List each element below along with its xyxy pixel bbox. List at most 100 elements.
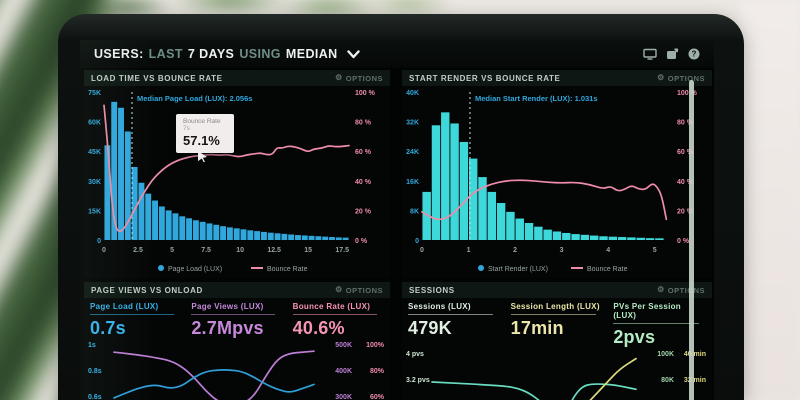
svg-text:60%: 60% <box>370 394 385 400</box>
svg-text:4 pvs: 4 pvs <box>406 351 424 358</box>
svg-text:45K: 45K <box>88 149 101 156</box>
svg-text:400K: 400K <box>335 368 352 375</box>
options-button[interactable]: ⚙ OPTIONS <box>335 286 383 295</box>
options-button[interactable]: ⚙ OPTIONS <box>657 286 705 295</box>
svg-text:0: 0 <box>420 247 424 254</box>
legend-dot <box>478 265 484 271</box>
page-views-sparkline[interactable]: 1s 0.8s 0.6s 500K 100% 400K 80% 300K 60% <box>84 339 390 400</box>
svg-text:3: 3 <box>560 247 564 254</box>
panel-title: PAGE VIEWS VS ONLOAD <box>91 285 203 295</box>
load-time-chart[interactable]: 75K 60K 45K 30K 15K 0 100 % 80 % 60 % 40 % 20 % 0 %… <box>84 86 390 278</box>
header-aggregate[interactable]: MEDIAN <box>285 47 338 61</box>
tooltip-value: 57.1% <box>183 133 220 148</box>
metric-value: 40.6% <box>292 318 345 338</box>
gear-icon: ⚙ <box>335 73 343 82</box>
svg-text:80 %: 80 % <box>355 120 372 127</box>
svg-text:100K: 100K <box>657 351 674 358</box>
bounce-rate-tooltip: Bounce Rate 7s 57.1% <box>176 114 234 162</box>
metric-label: Page Load (LUX) <box>90 302 159 311</box>
svg-text:0: 0 <box>415 238 419 245</box>
options-button[interactable]: ⚙ OPTIONS <box>657 74 705 83</box>
metric-underline <box>292 314 377 315</box>
svg-text:60 %: 60 % <box>355 149 372 156</box>
laptop-bezel: USERS: LAST 7 DAYS USING MEDIAN <box>58 14 744 400</box>
start-render-chart[interactable]: 40K 32K 24K 16K 8K 0 100 % 80 % 60 % 40 % 20 % 0 % 0… <box>402 86 712 278</box>
svg-text:5: 5 <box>170 247 174 254</box>
dashboard-screen: USERS: LAST 7 DAYS USING MEDIAN <box>80 40 714 400</box>
metric-label: Page Views (LUX) <box>191 302 264 311</box>
svg-text:3.2 pvs: 3.2 pvs <box>406 377 430 384</box>
metric-underline <box>90 314 175 315</box>
svg-text:0 %: 0 % <box>355 238 368 245</box>
metric-session-length: Session Length (LUX) 17min <box>510 302 604 348</box>
bars-load_time <box>104 101 349 240</box>
metric-underline <box>408 314 494 315</box>
svg-text:15: 15 <box>304 247 312 254</box>
wall-background <box>740 0 800 400</box>
metric-label: PVs Per Session (LUX) <box>613 302 681 320</box>
gear-icon: ⚙ <box>335 285 343 294</box>
panel-sessions: SESSIONS ⚙ OPTIONS Sessions (LUX) 479K S… <box>402 282 712 400</box>
options-label: OPTIONS <box>667 73 705 83</box>
metric-row: Page Load (LUX) 0.7s Page Views (LUX) 2.… <box>84 298 390 339</box>
gear-icon: ⚙ <box>657 73 665 82</box>
svg-text:?: ? <box>692 50 697 59</box>
svg-text:40 min: 40 min <box>684 351 706 358</box>
svg-text:12.5: 12.5 <box>267 247 281 254</box>
svg-text:15K: 15K <box>88 208 101 215</box>
series-page-load <box>113 369 315 399</box>
panel-sessions-header: SESSIONS ⚙ OPTIONS <box>402 282 712 298</box>
metric-sessions: Sessions (LUX) 479K <box>408 302 501 348</box>
display-icon[interactable] <box>643 48 657 60</box>
legend-dot <box>158 265 164 271</box>
chevron-down-icon[interactable] <box>346 49 360 59</box>
svg-text:80 %: 80 % <box>677 120 694 127</box>
metric-label: Session Length (LUX) <box>510 302 600 311</box>
header-range[interactable]: 7 DAYS <box>187 47 235 61</box>
panel-page-views: PAGE VIEWS VS ONLOAD ⚙ OPTIONS Page Load… <box>84 282 390 400</box>
svg-text:32 min: 32 min <box>684 377 706 384</box>
tooltip-x-label: 7s <box>183 125 190 132</box>
scrollbar[interactable] <box>689 80 694 400</box>
svg-text:100 %: 100 % <box>355 90 376 97</box>
svg-text:500K: 500K <box>335 342 352 349</box>
metric-page-views: Page Views (LUX) 2.7Mpvs <box>191 302 282 339</box>
tooltip-series: Bounce Rate <box>183 118 221 125</box>
svg-text:1: 1 <box>467 247 471 254</box>
svg-text:2.5: 2.5 <box>133 247 143 254</box>
bounce-rate-line <box>103 104 350 233</box>
panel-page-views-header: PAGE VIEWS VS ONLOAD ⚙ OPTIONS <box>84 282 390 298</box>
svg-text:0.6s: 0.6s <box>88 394 102 400</box>
panel-title: LOAD TIME VS BOUNCE RATE <box>91 73 223 83</box>
share-icon[interactable] <box>666 48 679 60</box>
metric-value: 2.7Mpvs <box>191 318 264 338</box>
metric-underline <box>510 314 596 315</box>
metric-row: Sessions (LUX) 479K Session Length (LUX)… <box>402 298 712 348</box>
panel-title: SESSIONS <box>409 285 455 295</box>
options-button[interactable]: ⚙ OPTIONS <box>335 74 383 83</box>
options-label: OPTIONS <box>345 73 383 83</box>
options-label: OPTIONS <box>345 285 383 295</box>
svg-text:10: 10 <box>236 247 244 254</box>
svg-text:2: 2 <box>513 247 517 254</box>
svg-text:Bounce Rate: Bounce Rate <box>267 266 308 273</box>
svg-text:80K: 80K <box>661 377 674 384</box>
svg-text:60 %: 60 % <box>677 149 694 156</box>
svg-text:1s: 1s <box>88 342 96 349</box>
svg-text:Bounce Rate: Bounce Rate <box>587 266 628 273</box>
help-icon[interactable]: ? <box>688 48 700 60</box>
panel-start-render: START RENDER VS BOUNCE RATE ⚙ OPTIONS 40… <box>402 70 712 278</box>
metric-value: 2pvs <box>613 327 656 347</box>
panel-title: START RENDER VS BOUNCE RATE <box>409 73 561 83</box>
metric-underline <box>613 323 699 324</box>
svg-text:0: 0 <box>97 238 101 245</box>
svg-text:40K: 40K <box>406 90 419 97</box>
panel-start-render-header: START RENDER VS BOUNCE RATE ⚙ OPTIONS <box>402 70 712 86</box>
svg-text:Start Render (LUX): Start Render (LUX) <box>488 266 548 273</box>
svg-text:32K: 32K <box>406 120 419 127</box>
app-header: USERS: LAST 7 DAYS USING MEDIAN <box>80 40 714 68</box>
options-label: OPTIONS <box>667 285 705 295</box>
svg-text:16K: 16K <box>406 179 419 186</box>
svg-text:5: 5 <box>653 247 657 254</box>
